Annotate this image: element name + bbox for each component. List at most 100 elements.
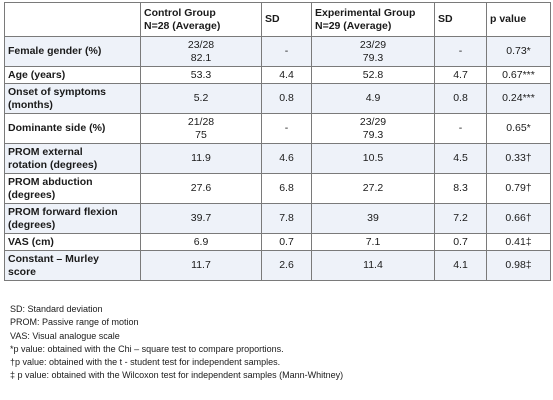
footnote-line: VAS: Visual analogue scale (10, 330, 120, 341)
control-sd: 4.6 (261, 143, 312, 174)
table-row: VAS (cm) 6.9 0.7 7.1 0.7 0.41‡ (4, 233, 551, 251)
experimental-value-line2: 79.3 (362, 128, 384, 141)
header-experimental-group: Experimental Group N=29 (Average) (311, 2, 435, 37)
row-label-line1: VAS (cm) (8, 235, 54, 248)
row-label-line2: (months) (8, 98, 53, 111)
control-sd: - (261, 36, 312, 67)
experimental-sd: 0.7 (434, 233, 487, 251)
control-value-line1: 21/28 (187, 115, 215, 128)
experimental-value-line1: 23/29 (359, 38, 387, 51)
control-sd: 0.8 (261, 83, 312, 114)
row-label: Onset of symptoms (months) (4, 83, 141, 114)
header-experimental-n: N=29 (Average) (315, 19, 392, 32)
control-value-line1: 39.7 (190, 212, 212, 224)
footnote-line: SD: Standard deviation (10, 304, 103, 314)
row-label-line1: PROM external (8, 145, 83, 158)
control-value: 39.7 (140, 203, 262, 234)
experimental-value-line1: 52.8 (362, 68, 384, 81)
row-label-line1: Dominante side (%) (8, 122, 106, 134)
p-value: 0.33† (486, 143, 551, 174)
row-label: Dominante side (%) (4, 113, 141, 144)
experimental-value: 39 (311, 203, 435, 234)
table-row: PROM abduction (degrees) 27.6 6.8 27.2 8.3 0.7… (4, 173, 551, 204)
control-value: 23/28 82.1 (140, 36, 262, 67)
experimental-sd: 4.1 (434, 250, 487, 281)
experimental-value: 27.2 (311, 173, 435, 204)
experimental-sd: - (434, 113, 487, 144)
footnote-line: *p value: obtained with the Chi – square… (10, 343, 284, 354)
control-sd: 7.8 (261, 203, 312, 234)
footnote-line: ‡ p value: obtained with the Wilcoxon te… (10, 370, 344, 381)
control-value: 53.3 (140, 66, 262, 84)
experimental-sd: 0.8 (434, 83, 487, 114)
row-label: Constant – Murley score (4, 250, 141, 281)
row-label: VAS (cm) (4, 233, 141, 251)
table-row: Female gender (%) 23/28 82.1-23/29 79.3-0.7… (4, 36, 551, 67)
experimental-value: 11.4 (311, 250, 435, 281)
experimental-sd: - (434, 36, 487, 67)
control-sd: - (261, 113, 312, 144)
row-label: Female gender (%) (4, 36, 141, 67)
control-sd: 4.4 (261, 66, 312, 84)
header-p-value: p value (486, 2, 551, 37)
experimental-sd: 8.3 (434, 173, 487, 204)
table-footnotes: SD: Standard deviation PROM: Passive rang… (10, 303, 343, 383)
row-label: PROM abduction (degrees) (4, 173, 141, 204)
p-value: 0.65* (486, 113, 551, 144)
experimental-value-line1: 10.5 (362, 152, 384, 164)
row-label-line1: Female gender (%) (8, 45, 102, 57)
header-sd-experimental: SD (434, 2, 487, 37)
header-control-n: N=28 (Average) (144, 19, 221, 32)
experimental-value: 23/29 79.3 (311, 113, 435, 144)
experimental-value-line1: 11.4 (363, 259, 383, 271)
table-body: Female gender (%) 23/28 82.1-23/29 79.3-0.7… (4, 36, 551, 281)
experimental-value-line1: 7.1 (365, 235, 381, 248)
experimental-value-line1: 27.2 (362, 182, 384, 194)
footnote-line: †p value: obtained with the t - student … (10, 357, 281, 368)
p-value: 0.73* (486, 36, 551, 67)
control-sd: 2.6 (261, 250, 312, 281)
experimental-value: 4.9 (311, 83, 435, 114)
table-row: Onset of symptoms (months) 5.2 0.8 4.9 0.8 0.2… (4, 83, 551, 114)
header-control-group: Control Group N=28 (Average) (140, 2, 262, 37)
experimental-value-line2: 79.3 (362, 51, 384, 64)
p-value: 0.41‡ (486, 233, 551, 251)
table-row: Constant – Murley score 11.7 2.6 11.4 4.1 0.98… (4, 250, 551, 281)
row-label-line1: Onset of symptoms (8, 85, 107, 98)
header-control-title: Control Group (144, 6, 216, 19)
experimental-sd: 4.5 (434, 143, 487, 174)
experimental-value: 7.1 (311, 233, 435, 251)
experimental-value-line1: 4.9 (365, 92, 381, 104)
header-blank (4, 2, 141, 37)
results-table: Control Group N=28 (Average) SD Experime… (4, 2, 551, 281)
control-value: 11.9 (140, 143, 262, 174)
header-sd-control: SD (261, 2, 312, 37)
table-row: PROM external rotation (degrees) 11.9 4.6 10… (4, 143, 551, 174)
experimental-value: 52.8 (311, 66, 435, 84)
control-value: 11.7 (140, 250, 262, 281)
control-value-line1: 5.2 (193, 92, 209, 104)
row-label-line1: Constant – Murley (8, 252, 100, 265)
control-value: 27.6 (140, 173, 262, 204)
row-label-line2: score (8, 265, 37, 278)
row-label: Age (years) (4, 66, 141, 84)
row-label: PROM forward flexion (degrees) (4, 203, 141, 234)
p-value: 0.67*** (486, 66, 551, 84)
table-row: Age (years) 53.3 4.4 52.8 4.7 0.67*** (4, 66, 551, 84)
row-label-line2: (degrees) (8, 188, 56, 201)
row-label-line1: Age (years) (8, 68, 66, 81)
experimental-value: 10.5 (311, 143, 435, 174)
header-experimental-title: Experimental Group (315, 6, 416, 19)
control-sd: 6.8 (261, 173, 312, 204)
p-value: 0.66† (486, 203, 551, 234)
footnote-line: PROM: Passive range of motion (10, 317, 139, 328)
control-value: 21/28 75 (140, 113, 262, 144)
p-value: 0.98‡ (486, 250, 551, 281)
p-value: 0.24*** (486, 83, 551, 114)
row-label: PROM external rotation (degrees) (4, 143, 141, 174)
table-header-row: Control Group N=28 (Average) SD Experime… (4, 2, 551, 37)
control-value-line1: 11.7 (191, 259, 211, 271)
table-row: PROM forward flexion (degrees) 39.7 7.8 39 7.… (4, 203, 551, 234)
control-value-line1: 23/28 (187, 38, 215, 51)
